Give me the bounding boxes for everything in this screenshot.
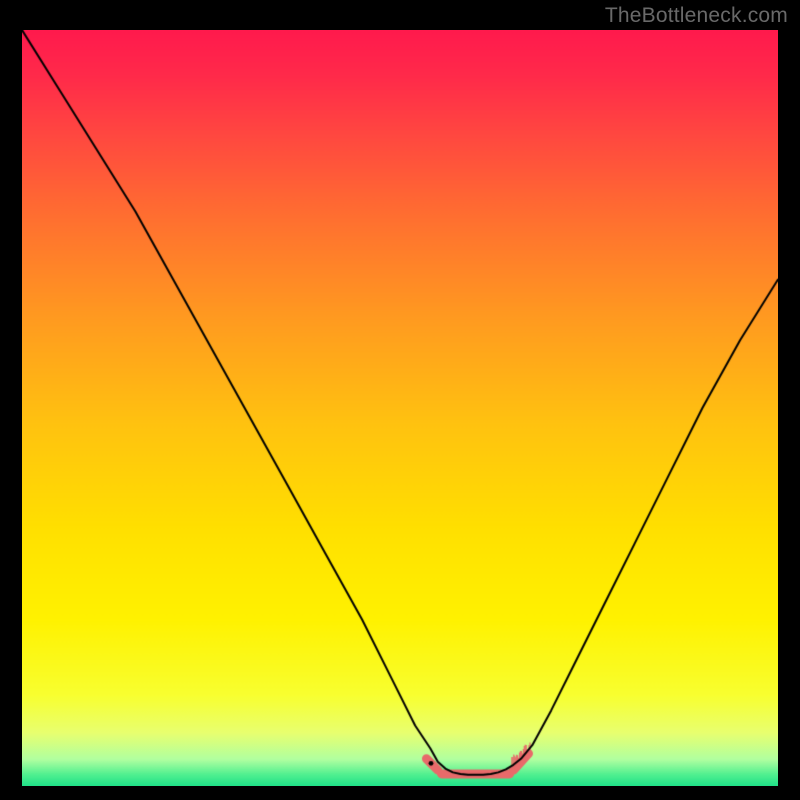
bottleneck-curve-chart — [22, 30, 778, 786]
plot-area — [22, 30, 778, 786]
watermark-text: TheBottleneck.com — [605, 4, 788, 28]
chart-frame: TheBottleneck.com — [0, 0, 800, 800]
